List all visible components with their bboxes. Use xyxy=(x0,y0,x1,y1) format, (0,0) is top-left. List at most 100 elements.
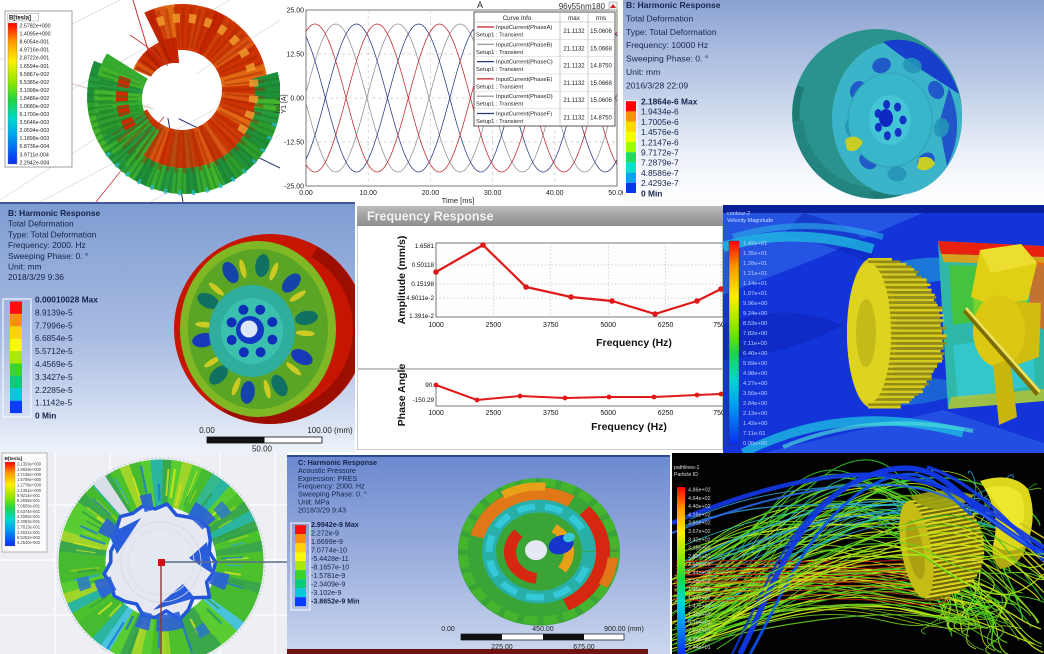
svg-text:Setup1 : Transient: Setup1 : Transient xyxy=(476,67,523,73)
svg-text:Total Deformation: Total Deformation xyxy=(8,219,74,229)
svg-text:5000: 5000 xyxy=(600,322,616,329)
svg-text:30.00: 30.00 xyxy=(484,190,502,197)
svg-text:InputCurrent(PhaseF): InputCurrent(PhaseF) xyxy=(496,112,552,118)
svg-text:14.8750: 14.8750 xyxy=(590,64,612,70)
svg-text:900.00 (mm): 900.00 (mm) xyxy=(604,626,644,633)
svg-text:Frequency Response: Frequency Response xyxy=(367,210,493,224)
svg-text:9.7172e-7: 9.7172e-7 xyxy=(641,148,679,158)
svg-text:2.9942e-9 Max: 2.9942e-9 Max xyxy=(311,521,359,529)
svg-text:4.27e+00: 4.27e+00 xyxy=(743,381,767,387)
svg-text:7.7996e-5: 7.7996e-5 xyxy=(35,320,73,330)
svg-text:Curve Info: Curve Info xyxy=(503,15,532,22)
svg-text:2018/3/29 9:43: 2018/3/29 9:43 xyxy=(298,505,346,514)
svg-text:-1.5781e-9: -1.5781e-9 xyxy=(311,572,345,580)
svg-text:21.1132: 21.1132 xyxy=(563,64,585,70)
svg-text:1.6581: 1.6581 xyxy=(415,243,435,250)
svg-text:Time [ms]: Time [ms] xyxy=(442,196,475,205)
svg-text:14.8750: 14.8750 xyxy=(590,116,612,122)
svg-text:InputCurrent(PhaseA): InputCurrent(PhaseA) xyxy=(496,25,552,31)
svg-text:3750: 3750 xyxy=(543,322,559,329)
svg-text:0.00e+00: 0.00e+00 xyxy=(743,441,767,447)
svg-text:Unit: mm: Unit: mm xyxy=(8,262,42,272)
svg-text:2.13e+00: 2.13e+00 xyxy=(743,411,767,417)
svg-text:-12.50: -12.50 xyxy=(284,140,304,147)
svg-text:3750: 3750 xyxy=(543,410,559,417)
svg-text:90.: 90. xyxy=(425,382,434,389)
svg-text:6250: 6250 xyxy=(658,322,674,329)
svg-text:25.00: 25.00 xyxy=(286,8,304,15)
svg-text:4.6011e-2: 4.6011e-2 xyxy=(406,295,434,302)
svg-text:8.6054e-001: 8.6054e-001 xyxy=(20,40,50,46)
svg-text:3.91e+02: 3.91e+02 xyxy=(688,521,711,527)
svg-text:2.20e+02: 2.20e+02 xyxy=(688,579,711,585)
svg-text:Setup1 : Transient: Setup1 : Transient xyxy=(476,102,523,108)
svg-text:2018/3/29 9:36: 2018/3/29 9:36 xyxy=(8,272,64,282)
svg-text:50.00: 50.00 xyxy=(252,445,273,453)
svg-text:1.1142e-5: 1.1142e-5 xyxy=(35,398,72,408)
svg-text:Frequency: 2000. Hz: Frequency: 2000. Hz xyxy=(8,240,86,250)
svg-text:7.33e+01: 7.33e+01 xyxy=(688,629,711,635)
svg-text:Amplitude (mm/s): Amplitude (mm/s) xyxy=(396,236,408,325)
svg-text:1.9434e-6: 1.9434e-6 xyxy=(641,107,679,117)
svg-text:Frequency: 2000. Hz: Frequency: 2000. Hz xyxy=(298,482,365,491)
svg-text:2.84e+00: 2.84e+00 xyxy=(743,401,767,407)
svg-text:3.42e+02: 3.42e+02 xyxy=(688,537,711,543)
svg-text:4.98e+00: 4.98e+00 xyxy=(743,371,767,377)
svg-text:1.96e+02: 1.96e+02 xyxy=(688,587,711,593)
svg-text:2.1864e-6 Max: 2.1864e-6 Max xyxy=(641,97,698,107)
svg-text:675.00: 675.00 xyxy=(573,644,595,651)
svg-text:5.5712e-5: 5.5712e-5 xyxy=(35,346,73,356)
svg-text:Frequency: 10000 Hz: Frequency: 10000 Hz xyxy=(626,40,708,50)
svg-text:Velocity Magnitude: Velocity Magnitude xyxy=(727,218,773,224)
svg-text:7500: 7500 xyxy=(713,322,723,329)
svg-text:Expression: PRES: Expression: PRES xyxy=(298,474,357,483)
svg-text:Particle ID: Particle ID xyxy=(674,472,698,478)
svg-text:Unit: mm: Unit: mm xyxy=(626,67,660,77)
svg-text:A: A xyxy=(477,0,483,10)
svg-text:Y1 [A]: Y1 [A] xyxy=(281,94,288,113)
svg-text:9.78e+01: 9.78e+01 xyxy=(688,620,711,626)
svg-text:rms: rms xyxy=(596,15,606,22)
svg-text:2.0594e-003: 2.0594e-003 xyxy=(20,128,50,134)
svg-text:4.64e+02: 4.64e+02 xyxy=(688,496,711,502)
svg-text:7500: 7500 xyxy=(713,410,723,417)
svg-text:B[tesla]: B[tesla] xyxy=(5,456,23,462)
svg-text:0.00010028 Max: 0.00010028 Max xyxy=(35,295,98,305)
svg-text:2.44e+01: 2.44e+01 xyxy=(688,645,711,651)
svg-text:Phase Angle: Phase Angle xyxy=(396,364,408,427)
svg-text:6.1700e-003: 6.1700e-003 xyxy=(20,112,50,118)
svg-text:contour-2: contour-2 xyxy=(727,211,750,217)
svg-text:2500: 2500 xyxy=(486,410,502,417)
svg-text:4.2540e-002: 4.2540e-002 xyxy=(17,540,41,545)
svg-text:4.86e+02: 4.86e+02 xyxy=(688,488,711,494)
svg-text:2.44e+02: 2.44e+02 xyxy=(688,571,711,577)
svg-text:7.82e+00: 7.82e+00 xyxy=(743,331,767,337)
svg-text:9.96e+00: 9.96e+00 xyxy=(743,301,767,307)
svg-text:Acoustic Pressure: Acoustic Pressure xyxy=(298,466,356,475)
svg-text:InputCurrent(PhaseC): InputCurrent(PhaseC) xyxy=(496,60,553,66)
svg-text:-3.8652e-9 Min: -3.8652e-9 Min xyxy=(311,598,360,606)
svg-text:1000: 1000 xyxy=(428,410,444,417)
svg-text:8.9139e-5: 8.9139e-5 xyxy=(35,307,73,317)
svg-text:0.00: 0.00 xyxy=(441,626,455,633)
svg-text:3.5646e-003: 3.5646e-003 xyxy=(20,120,50,126)
svg-text:B[tesla]: B[tesla] xyxy=(9,16,31,22)
svg-text:Frequency (Hz): Frequency (Hz) xyxy=(596,337,672,349)
svg-text:5000: 5000 xyxy=(600,410,616,417)
svg-text:Sweeping Phase: 0. °: Sweeping Phase: 0. ° xyxy=(298,490,367,499)
svg-text:0.00: 0.00 xyxy=(290,96,304,103)
svg-text:Setup1 : Transient: Setup1 : Transient xyxy=(476,50,523,56)
svg-text:1.47e+02: 1.47e+02 xyxy=(688,604,711,610)
svg-text:7.2879e-7: 7.2879e-7 xyxy=(641,158,679,168)
svg-text:1.7005e-6: 1.7005e-6 xyxy=(641,117,679,127)
svg-text:7.11e-01: 7.11e-01 xyxy=(743,431,765,437)
svg-text:450.00: 450.00 xyxy=(532,626,554,633)
svg-text:-8.1657e-10: -8.1657e-10 xyxy=(311,564,349,572)
svg-text:2016/3/28 22:09: 2016/3/28 22:09 xyxy=(626,80,688,90)
svg-text:2.1353e+000: 2.1353e+000 xyxy=(17,462,42,467)
svg-text:2.4293e-7: 2.4293e-7 xyxy=(641,178,679,188)
svg-text:3.9711e-004: 3.9711e-004 xyxy=(20,152,49,158)
svg-text:B: Harmonic Response: B: Harmonic Response xyxy=(8,208,100,218)
svg-text:1000: 1000 xyxy=(428,322,444,329)
svg-text:0.00: 0.00 xyxy=(299,190,313,197)
